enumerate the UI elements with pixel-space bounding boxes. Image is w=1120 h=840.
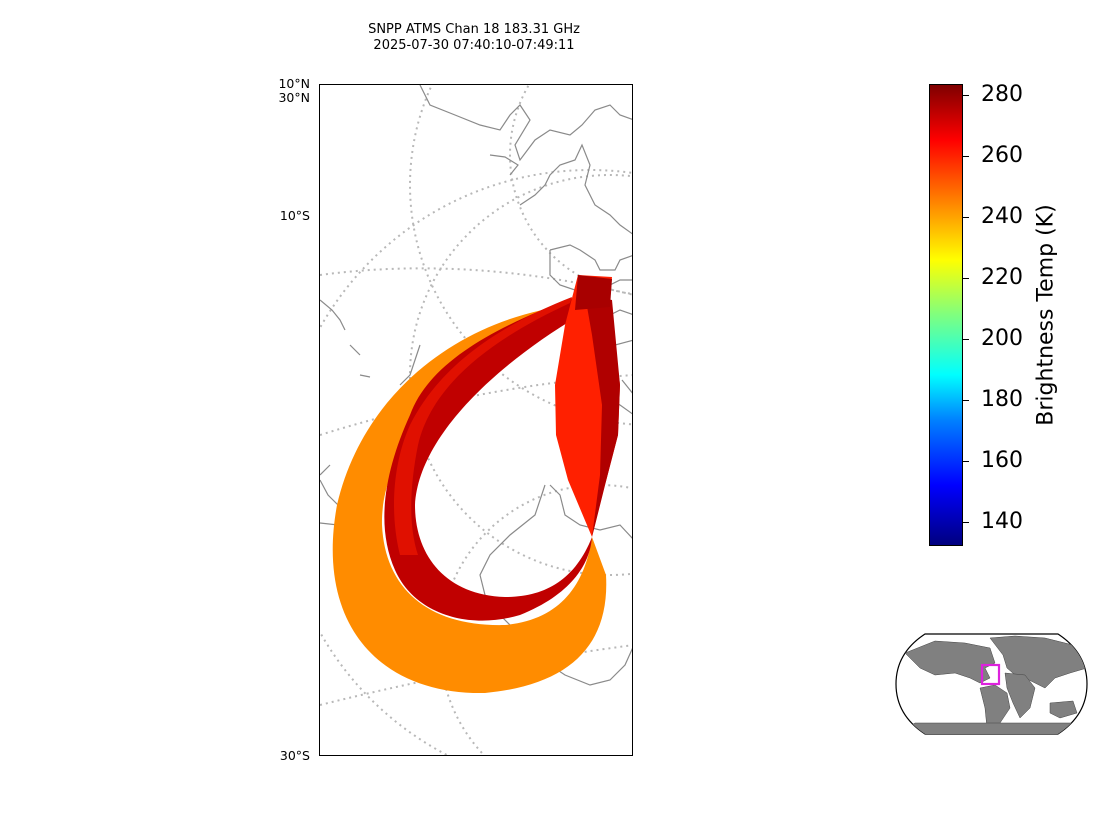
lat-label-10s: 10°S	[279, 208, 310, 223]
lat-label-30n: 30°N	[278, 90, 310, 105]
swath-core	[394, 297, 572, 555]
colorbar-tick-label: 180	[981, 387, 1023, 412]
swath-outer	[332, 305, 607, 694]
plot-title-line2: 2025-07-30 07:40:10-07:49:11	[373, 38, 575, 53]
inset-land	[896, 635, 1087, 734]
colorbar-tick	[963, 95, 969, 96]
swath-inner	[384, 297, 592, 621]
colorbar-tick-label: 200	[981, 326, 1023, 351]
colorbar	[929, 84, 963, 546]
lat-label-10n: 10°N	[278, 76, 310, 91]
swath-vertical-dark	[585, 295, 620, 537]
colorbar-tick-label: 140	[981, 509, 1023, 534]
colorbar-tick	[963, 217, 969, 218]
inset-world-map	[895, 633, 1088, 735]
colorbar-gradient	[929, 84, 963, 546]
colorbar-tick	[963, 461, 969, 462]
colorbar-tick-label: 280	[981, 82, 1023, 107]
colorbar-tick	[963, 278, 969, 279]
swath-top-block	[575, 275, 612, 310]
map-panel	[319, 84, 633, 756]
colorbar-tick-label: 160	[981, 448, 1023, 473]
inset-region-highlight	[980, 663, 1001, 686]
lat-label-30s: 30°S	[279, 748, 310, 763]
map-canvas	[320, 85, 632, 755]
colorbar-tick-label: 260	[981, 143, 1023, 168]
colorbar-tick	[963, 339, 969, 340]
colorbar-tick-label: 240	[981, 204, 1023, 229]
colorbar-tick	[963, 156, 969, 157]
colorbar-tick	[963, 522, 969, 523]
plot-title-line1: SNPP ATMS Chan 18 183.31 GHz	[368, 22, 580, 37]
colorbar-tick	[963, 400, 969, 401]
inset-canvas	[895, 633, 1088, 735]
colorbar-label: Brightness Temp (K)	[1033, 204, 1059, 426]
colorbar-tick-label: 220	[981, 265, 1023, 290]
